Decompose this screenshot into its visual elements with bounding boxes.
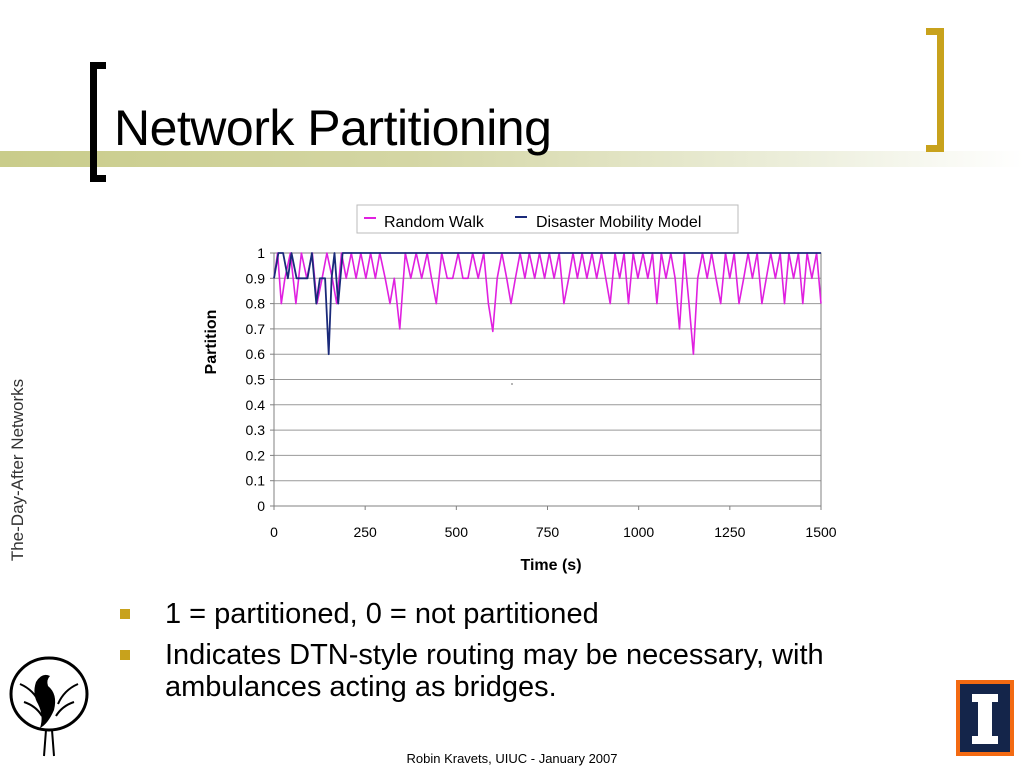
y-tick-label: 1 (257, 245, 265, 261)
y-tick-label: 0.9 (246, 270, 266, 286)
x-tick-label: 1250 (714, 524, 745, 540)
title-band (0, 151, 1024, 167)
y-axis-label: Partition (203, 310, 220, 375)
illinois-logo (956, 680, 1014, 756)
y-tick-label: 0.6 (246, 346, 266, 362)
x-tick-label: 1500 (805, 524, 836, 540)
bullet-list: 1 = partitioned, 0 = not partitioned Ind… (118, 598, 958, 712)
x-tick-label: 1000 (623, 524, 654, 540)
bullet-item: Indicates DTN-style routing may be neces… (118, 639, 958, 703)
bullet-text: Indicates DTN-style routing may be neces… (165, 639, 824, 703)
y-tick-label: 0.7 (246, 321, 266, 337)
bullet-square-icon (120, 650, 130, 660)
x-tick-label: 0 (270, 524, 278, 540)
series-line-random-walk (273, 252, 822, 355)
series-layer (273, 252, 822, 385)
partition-chart: 0 0.1 0.2 0.3 0.4 0.5 0.6 0.7 0.8 0.9 1 0 250 500 750… (203, 204, 837, 574)
legend-label-disaster-mobility: Disaster Mobility Model (536, 214, 701, 231)
series-line-disaster-mobility-model (273, 252, 821, 356)
phoenix-logo (9, 656, 89, 757)
legend-box (356, 204, 739, 234)
bullet-item: 1 = partitioned, 0 = not partitioned (118, 598, 958, 630)
footer-text: Robin Kravets, UIUC - January 2007 (406, 751, 618, 766)
x-tick-labels: 0 250 500 750 1000 1250 1500 (270, 506, 837, 540)
stray-dot (511, 383, 513, 385)
y-tick-label: 0.2 (246, 447, 266, 463)
y-tick-label: 0.1 (246, 473, 266, 489)
y-tick-label: 0.4 (246, 397, 266, 413)
chart-grid (274, 277, 821, 482)
left-bracket-decoration (90, 62, 106, 182)
x-tick-label: 250 (353, 524, 377, 540)
y-tick-label: 0.3 (246, 422, 266, 438)
legend-label-random-walk: Random Walk (384, 214, 485, 231)
x-axis-label: Time (s) (520, 557, 581, 574)
x-tick-label: 750 (536, 524, 560, 540)
right-bracket-decoration (926, 28, 944, 152)
y-tick-label: 0.5 (246, 372, 266, 388)
y-tick-labels: 0 0.1 0.2 0.3 0.4 0.5 0.6 0.7 0.8 0.9 1 (246, 245, 274, 514)
bullet-text: 1 = partitioned, 0 = not partitioned (165, 598, 599, 630)
y-tick-label: 0.8 (246, 296, 266, 312)
slide-title: Network Partitioning (114, 100, 552, 156)
y-tick-label: 0 (257, 498, 265, 514)
bullet-square-icon (120, 609, 130, 619)
x-tick-label: 500 (445, 524, 469, 540)
